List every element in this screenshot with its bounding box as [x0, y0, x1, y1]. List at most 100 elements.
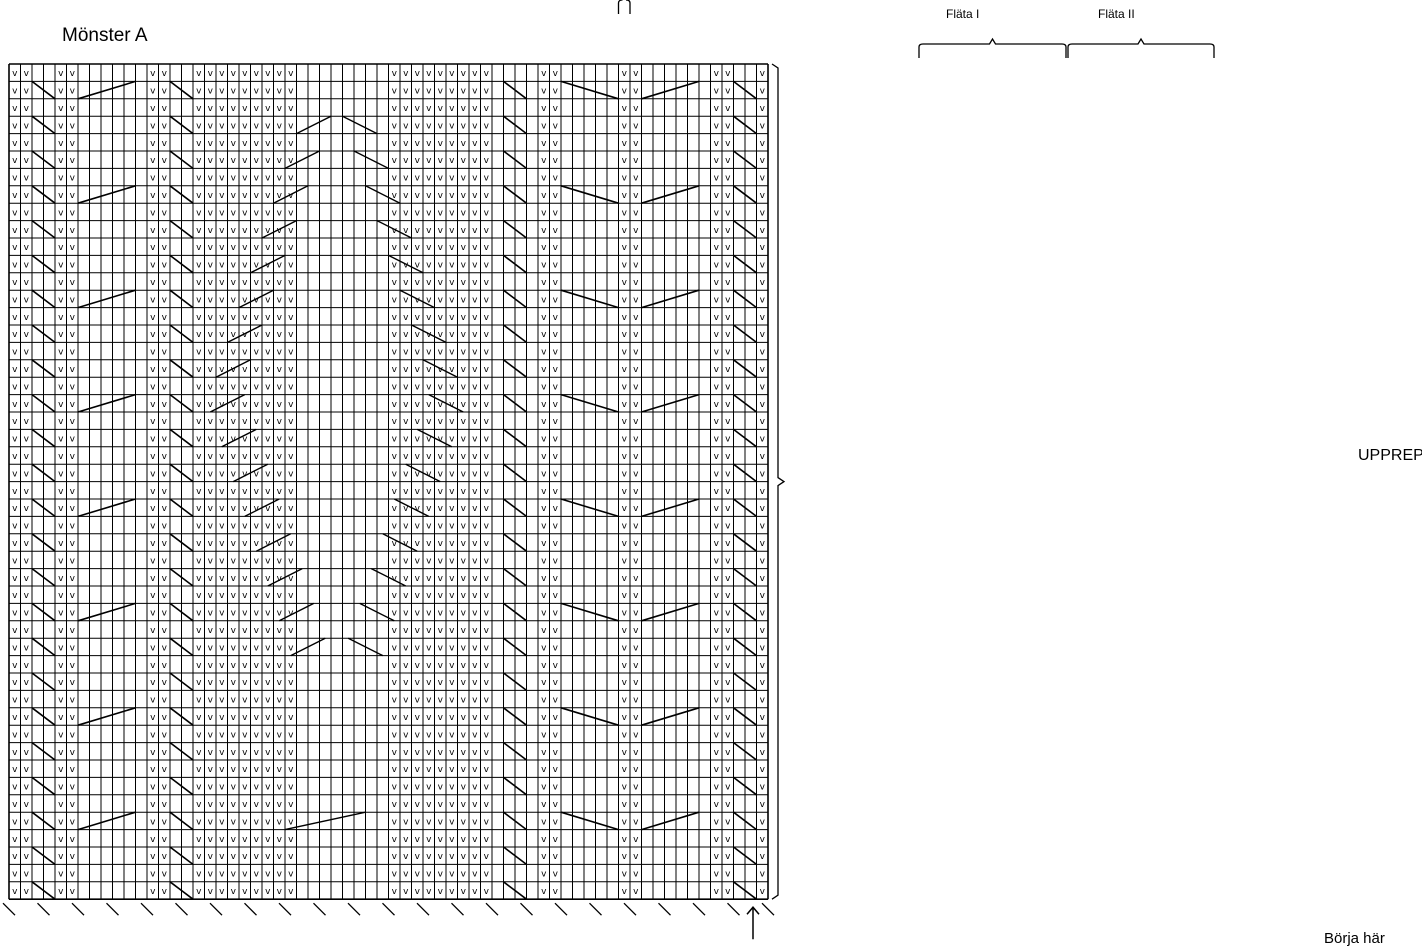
stitch-v: v [242, 730, 248, 740]
stitch-v: v [472, 435, 478, 445]
stitch-v: v [58, 382, 64, 392]
stitch-v: v [58, 156, 64, 166]
stitch-v: v [196, 748, 202, 758]
stitch-v: v [231, 522, 237, 532]
stitch-v: v [714, 400, 720, 410]
stitch-v: v [403, 87, 409, 97]
stitch-v: v [415, 191, 421, 201]
stitch-v: v [219, 591, 225, 601]
stitch-v: v [725, 609, 731, 619]
stitch-v: v [196, 382, 202, 392]
stitch-v: v [219, 609, 225, 619]
stitch-v: v [150, 870, 156, 880]
stitch-v: v [760, 208, 766, 218]
stitch-v: v [392, 278, 398, 288]
cable-line [405, 463, 441, 483]
stitch-v: v [484, 313, 490, 323]
stitch-v: v [725, 696, 731, 706]
stitch-v: v [484, 452, 490, 462]
stitch-v: v [725, 556, 731, 566]
stitch-v: v [541, 226, 547, 236]
cable-line [733, 672, 757, 692]
stitch-v: v [24, 330, 30, 340]
stitch-v: v [484, 852, 490, 862]
stitch-v: v [449, 678, 455, 688]
stitch-v: v [288, 139, 294, 149]
stitch-v: v [24, 69, 30, 79]
stitch-v: v [219, 261, 225, 271]
stitch-v: v [277, 643, 283, 653]
stitch-v: v [541, 156, 547, 166]
stitch-v: v [150, 121, 156, 131]
stitch-v: v [265, 139, 271, 149]
stitch-v: v [760, 870, 766, 880]
cable-line [31, 428, 56, 448]
stitch-v: v [277, 174, 283, 184]
stitch-v: v [70, 69, 76, 79]
stitch-v: v [12, 800, 18, 810]
stitch-v: v [208, 104, 214, 114]
stitch-v: v [219, 156, 225, 166]
stitch-v: v [70, 400, 76, 410]
stitch-v: v [231, 783, 237, 793]
stitch-v: v [265, 817, 271, 827]
cast-on-mark [554, 902, 568, 916]
stitch-v: v [392, 765, 398, 775]
stitch-v: v [162, 835, 168, 845]
stitch-v: v [24, 765, 30, 775]
stitch-v: v [449, 887, 455, 897]
stitch-v: v [288, 208, 294, 218]
stitch-v: v [12, 69, 18, 79]
stitch-v: v [12, 365, 18, 375]
cable-line [169, 254, 194, 274]
stitch-v: v [633, 556, 639, 566]
stitch-v: v [541, 678, 547, 688]
stitch-v: v [725, 800, 731, 810]
cable-line [641, 393, 700, 413]
cable-line [359, 602, 395, 622]
stitch-v: v [760, 852, 766, 862]
stitch-v: v [633, 696, 639, 706]
stitch-v: v [541, 330, 547, 340]
stitch-v: v [231, 469, 237, 479]
stitch-v: v [70, 835, 76, 845]
stitch-v: v [622, 713, 628, 723]
stitch-v: v [760, 330, 766, 340]
stitch-v: v [622, 522, 628, 532]
stitch-v: v [58, 661, 64, 671]
stitch-v: v [12, 261, 18, 271]
stitch-v: v [760, 156, 766, 166]
stitch-v: v [150, 504, 156, 514]
stitch-v: v [392, 313, 398, 323]
stitch-v: v [162, 678, 168, 688]
stitch-v: v [231, 417, 237, 427]
stitch-v: v [472, 417, 478, 427]
stitch-v: v [208, 661, 214, 671]
cable-line [503, 219, 527, 239]
stitch-v: v [472, 591, 478, 601]
stitch-v: v [415, 522, 421, 532]
stitch-v: v [714, 504, 720, 514]
cable-1-label: Fläta I [946, 7, 980, 21]
stitch-v: v [438, 382, 444, 392]
stitch-v: v [219, 504, 225, 514]
stitch-v: v [208, 278, 214, 288]
stitch-v: v [541, 295, 547, 305]
stitch-v: v [714, 817, 720, 827]
stitch-v: v [70, 626, 76, 636]
stitch-v: v [265, 678, 271, 688]
stitch-v: v [622, 643, 628, 653]
stitch-v: v [12, 400, 18, 410]
cast-on-marks [2, 902, 775, 916]
stitch-v: v [254, 678, 260, 688]
stitch-v: v [219, 104, 225, 114]
stitch-v: v [541, 365, 547, 375]
stitch-v: v [242, 556, 248, 566]
stitch-v: v [277, 730, 283, 740]
stitch-v: v [622, 243, 628, 253]
cable-line [503, 672, 527, 692]
stitch-v: v [196, 174, 202, 184]
stitch-v: v [426, 609, 432, 619]
stitch-v: v [415, 539, 421, 549]
stitch-v: v [461, 382, 467, 392]
